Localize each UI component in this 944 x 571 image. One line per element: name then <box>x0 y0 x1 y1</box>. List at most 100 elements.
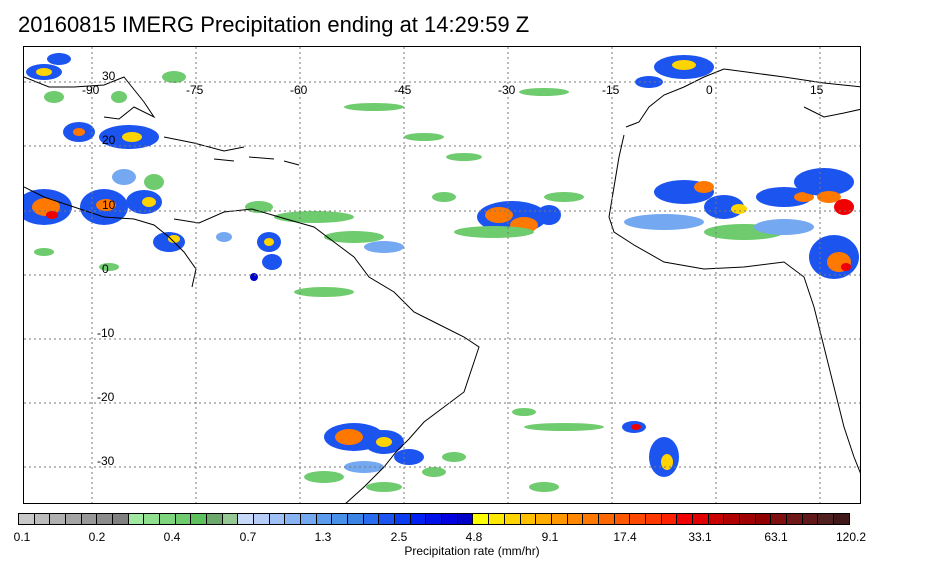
colorbar-swatch <box>708 514 725 524</box>
longitude-label: -90 <box>82 83 100 97</box>
latitude-label: 20 <box>102 133 116 147</box>
colorbar-swatch <box>818 514 834 524</box>
latitude-label: -30 <box>97 454 115 468</box>
colorbar-swatch <box>410 514 427 524</box>
colorbar-swatch <box>771 514 787 524</box>
precipitation-cell <box>111 91 127 103</box>
longitude-label: -15 <box>602 83 620 97</box>
colorbar-tick-label: 120.2 <box>835 530 867 544</box>
precipitation-cell <box>294 287 354 297</box>
precipitation-cell <box>376 437 392 447</box>
colorbar-tick-label: 1.3 <box>314 530 332 544</box>
colorbar-swatch <box>551 514 568 524</box>
colorbar-swatch <box>489 514 505 524</box>
colorbar-swatch <box>645 514 662 524</box>
colorbar-swatch <box>348 514 364 524</box>
colorbar-swatch <box>332 514 349 524</box>
colorbar-swatch <box>19 514 35 524</box>
longitude-label: -75 <box>186 83 204 97</box>
precipitation-cell <box>794 192 814 202</box>
precipitation-cell <box>834 199 854 215</box>
precipitation-cell <box>96 199 116 211</box>
precipitation-map: -90 -75 -60 -45 -30 -15 0 15 30 20 10 0 -10 -20 -30 <box>23 46 861 504</box>
precipitation-cell <box>46 211 58 219</box>
colorbar-swatch <box>97 514 114 524</box>
precipitation-layer <box>24 53 859 492</box>
colorbar-swatch <box>301 514 317 524</box>
coastline-central-america <box>24 186 197 288</box>
precipitation-cell <box>162 71 186 83</box>
longitude-label: -45 <box>394 83 412 97</box>
precipitation-cell <box>262 254 282 270</box>
colorbar-swatch <box>34 514 51 524</box>
colorbar-tick-label: 63.1 <box>764 530 788 544</box>
precipitation-cell <box>422 467 446 477</box>
colorbar <box>18 513 850 525</box>
coastline-mediterranean <box>803 106 860 118</box>
colorbar-swatch <box>598 514 615 524</box>
map-canvas: -90 -75 -60 -45 -30 -15 0 15 30 20 10 0 -10 -20 -30 <box>24 47 860 503</box>
precipitation-cell <box>485 207 513 223</box>
precipitation-cell <box>73 128 85 136</box>
precipitation-cell <box>817 191 841 203</box>
colorbar-tick-label: 17.4 <box>613 530 637 544</box>
colorbar-swatch <box>614 514 631 524</box>
precipitation-cell <box>34 248 54 256</box>
colorbar-swatch <box>630 514 646 524</box>
colorbar-swatch <box>520 514 537 524</box>
precipitation-cell <box>112 169 136 185</box>
precipitation-cell <box>144 174 164 190</box>
colorbar-swatch <box>395 514 411 524</box>
colorbar-swatch <box>379 514 396 524</box>
longitude-label: 15 <box>810 83 824 97</box>
grid-labels: -90 -75 -60 -45 -30 -15 0 15 30 20 10 0 -10 -20 -30 <box>82 69 824 468</box>
precipitation-cell <box>694 181 714 193</box>
colorbar-swatch <box>661 514 678 524</box>
precipitation-cell <box>404 133 444 141</box>
colorbar-swatch <box>567 514 584 524</box>
precipitation-cell <box>264 238 274 246</box>
coastline-africa-north <box>723 68 860 88</box>
coastline-caribbean-islands <box>163 136 300 166</box>
precipitation-cell <box>529 482 559 492</box>
precipitation-cell <box>661 454 673 470</box>
colorbar-swatch <box>786 514 803 524</box>
latitude-label: 0 <box>102 262 109 276</box>
precipitation-cell <box>366 482 402 492</box>
colorbar-tick-label: 2.5 <box>390 530 408 544</box>
graticule <box>24 47 860 503</box>
precipitation-cell <box>344 103 404 111</box>
precipitation-cell <box>432 192 456 202</box>
precipitation-cell <box>245 201 273 213</box>
longitude-label: -60 <box>290 83 308 97</box>
colorbar-swatch <box>254 514 270 524</box>
precipitation-cell <box>250 273 258 281</box>
colorbar-tick-label: 4.8 <box>465 530 483 544</box>
latitude-label: -20 <box>97 390 115 404</box>
colorbar-swatch <box>536 514 552 524</box>
precipitation-cell <box>168 235 180 243</box>
precipitation-cell <box>324 231 384 243</box>
colorbar-swatch <box>473 514 490 524</box>
longitude-label: 0 <box>706 83 713 97</box>
colorbar-swatch <box>128 514 145 524</box>
precipitation-cell <box>624 214 704 230</box>
precipitation-cell <box>446 153 482 161</box>
precipitation-cell <box>216 232 232 242</box>
colorbar-tick-label: 0.7 <box>239 530 257 544</box>
colorbar-swatch <box>833 514 849 524</box>
colorbar-swatch <box>583 514 599 524</box>
precipitation-cell <box>36 68 52 76</box>
precipitation-cell <box>364 241 404 253</box>
colorbar-swatch <box>504 514 521 524</box>
precipitation-cell <box>537 205 561 225</box>
colorbar-swatch <box>724 514 740 524</box>
latitude-label: -10 <box>97 326 115 340</box>
colorbar-swatch <box>285 514 302 524</box>
latitude-label: 30 <box>102 69 116 83</box>
colorbar-swatch <box>81 514 98 524</box>
precipitation-cell <box>142 197 156 207</box>
colorbar-swatch <box>191 514 208 524</box>
precipitation-cell <box>454 226 534 238</box>
coastline-florida <box>24 76 156 120</box>
